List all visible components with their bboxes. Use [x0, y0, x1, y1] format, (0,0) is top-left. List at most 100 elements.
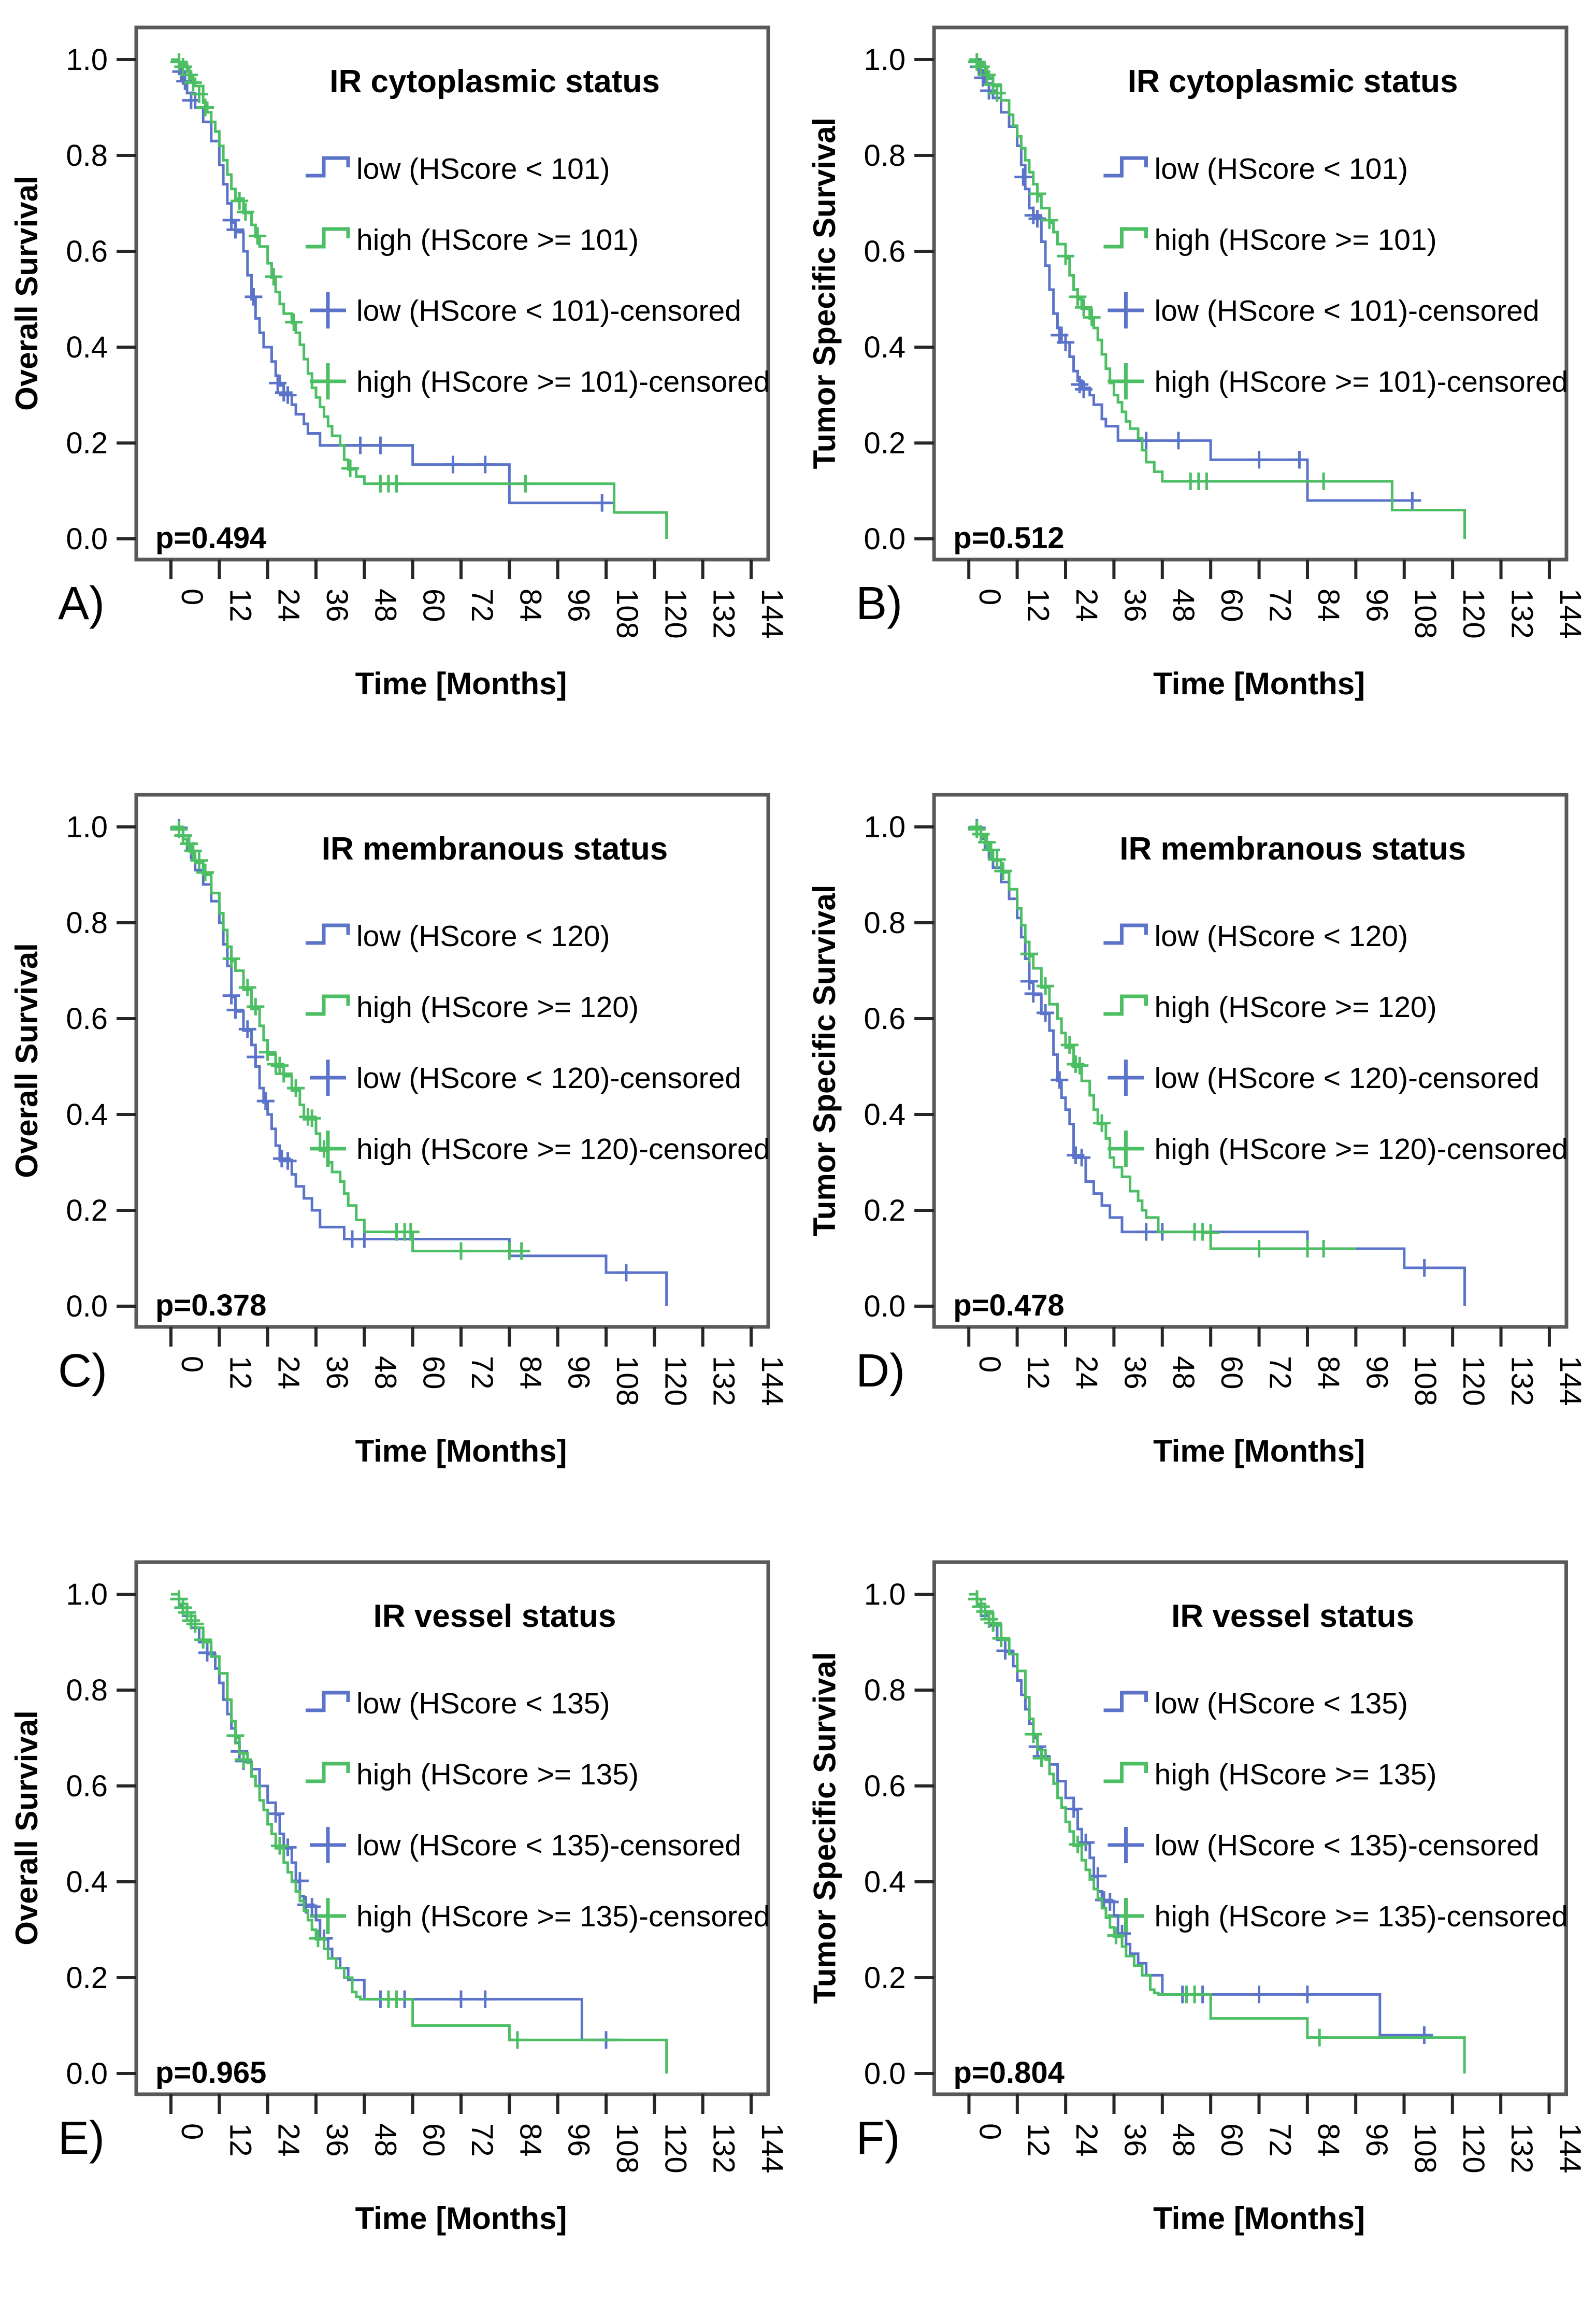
curves: [968, 819, 1466, 1306]
y-tick-label: 0.2: [864, 426, 905, 460]
p-value-label: p=0.804: [954, 2056, 1065, 2090]
y-tick-label: 1.0: [66, 810, 108, 844]
legend-step-icon: [1103, 156, 1148, 178]
x-axis-title: Time [Months]: [1153, 2201, 1365, 2236]
panel-letter: E): [58, 2112, 105, 2164]
legend-label: low (HScore < 120): [356, 920, 610, 953]
x-tick-label: 72: [1263, 1356, 1297, 1389]
x-tick-label: 144: [755, 589, 789, 639]
x-tick-label: 144: [1554, 589, 1587, 639]
legend: low (HScore < 120) high (HScore >= 120) lo…: [1103, 920, 1568, 1167]
y-tick-label: 0.0: [864, 1290, 905, 1323]
x-tick-label: 84: [513, 589, 547, 622]
x-tick-label: 24: [272, 2123, 306, 2157]
x-tick-label: 132: [1505, 589, 1539, 639]
legend-label: high (HScore >= 120): [1154, 991, 1436, 1024]
x-tick-label: 120: [1457, 1356, 1490, 1406]
panel-letter: B): [856, 578, 902, 630]
curves: [968, 1590, 1466, 2074]
x-axis-title: Time [Months]: [355, 1434, 567, 1468]
series-high-curve: [171, 58, 668, 539]
legend-label: high (HScore >= 101): [356, 223, 639, 256]
y-tick-label: 0.6: [66, 1769, 108, 1803]
curves: [170, 53, 668, 539]
y-tick-label: 0.2: [66, 426, 108, 460]
y-tick-label: 0.0: [864, 522, 905, 556]
x-tick-label: 48: [1167, 2123, 1200, 2157]
p-value-label: p=0.378: [155, 1289, 266, 1322]
legend-label: low (HScore < 135)-censored: [356, 1829, 741, 1862]
y-tick-label: 0.8: [66, 1674, 108, 1707]
x-tick-label: 72: [1263, 2123, 1297, 2157]
x-tick-label: 120: [658, 2123, 692, 2174]
plot-frame: [134, 1560, 770, 2096]
x-tick-label: 0: [973, 589, 1007, 605]
x-tick-label: 96: [562, 589, 596, 622]
y-axis: 1.0 0.8 0.6 0.4 0.2 0.0: [864, 43, 934, 556]
chart-title: IR cytoplasmic status: [329, 64, 659, 99]
x-tick-label: 72: [465, 2123, 499, 2157]
x-axis-title: Time [Months]: [1153, 666, 1365, 701]
legend-step-icon: [1103, 994, 1148, 1016]
x-axis: 0 12 24 36 48 60 72 84 96 108 120 132 144: [967, 560, 1587, 639]
y-tick-label: 0.0: [864, 2057, 906, 2091]
legend-step-icon: [306, 156, 350, 178]
series-high-censor-marks: [968, 53, 1333, 490]
legend: low (HScore < 135) high (HScore >= 135) lo…: [1103, 1687, 1568, 1934]
y-tick-label: 0.2: [864, 1194, 905, 1227]
legend-step-icon: [1103, 1762, 1148, 1783]
x-tick-label: 48: [1167, 589, 1200, 622]
legend-label: low (HScore < 101)-censored: [1154, 294, 1539, 327]
curves: [170, 1590, 668, 2074]
x-tick-label: 96: [562, 1356, 596, 1390]
series-high-censor-marks: [170, 820, 530, 1260]
curves: [170, 819, 668, 1306]
series-low-censor-marks: [170, 819, 635, 1282]
x-tick-label: 72: [465, 1356, 499, 1390]
y-axis-title: Tumor Specific Survival: [808, 1652, 842, 2004]
x-tick-label: 0: [175, 2123, 209, 2140]
x-tick-label: 144: [755, 2123, 789, 2174]
curves: [968, 53, 1466, 539]
legend-label: high (HScore >= 135)-censored: [356, 1900, 770, 1933]
x-tick-label: 36: [320, 589, 354, 622]
y-tick-label: 0.2: [66, 1194, 108, 1227]
legend-label: high (HScore >= 101)-censored: [1154, 365, 1568, 398]
x-tick-label: 48: [1167, 1356, 1200, 1389]
x-tick-label: 84: [513, 2123, 547, 2157]
plot-frame: [932, 793, 1569, 1329]
legend-step-icon: [1103, 1691, 1148, 1712]
km-chart-d: 1.0 0.8 0.6 0.4 0.2 0.0 0 12 24 36 48 60 72 84 96 108 12…: [807, 793, 1587, 1468]
legend: low (HScore < 101) high (HScore >= 101) lo…: [306, 152, 770, 399]
x-tick-label: 36: [1118, 589, 1152, 622]
x-tick-label: 72: [465, 589, 499, 622]
x-tick-label: 96: [1360, 589, 1393, 622]
x-tick-label: 24: [272, 1356, 306, 1390]
x-tick-label: 96: [1360, 1356, 1393, 1389]
y-tick-label: 1.0: [66, 1578, 108, 1611]
x-axis: 0 12 24 36 48 60 72 84 96 108 120 132 144: [169, 1327, 789, 1406]
x-axis: 0 12 24 36 48 60 72 84 96 108 120 132 144: [169, 2094, 789, 2174]
y-tick-label: 0.8: [66, 906, 108, 940]
panel-letter: D): [856, 1345, 905, 1397]
x-tick-label: 48: [368, 589, 402, 622]
y-tick-label: 0.4: [66, 331, 108, 364]
x-tick-label: 24: [1070, 1356, 1103, 1389]
legend-step-icon: [1103, 227, 1148, 249]
legend-label: high (HScore >= 101)-censored: [356, 365, 770, 398]
panel-b: 1.0 0.8 0.6 0.4 0.2 0.0 0 12 24 36 48 60 72 84 96 108 12…: [798, 0, 1596, 767]
y-tick-label: 0.0: [66, 1290, 108, 1323]
legend-label: low (HScore < 135): [1155, 1687, 1408, 1720]
panel-letter: F): [856, 2112, 900, 2164]
x-tick-label: 120: [1457, 589, 1490, 639]
legend-step-icon: [306, 227, 350, 249]
legend-step-icon: [306, 994, 350, 1016]
panel-a: 1.0 0.8 0.6 0.4 0.2 0.0 0 12 24 36 48 60 72 84 96 108 12…: [0, 0, 798, 767]
series-high-curve: [171, 1593, 668, 2074]
p-value-label: p=0.494: [155, 521, 266, 555]
x-tick-label: 48: [368, 1356, 402, 1390]
x-tick-label: 108: [610, 2123, 644, 2174]
y-tick-label: 0.6: [864, 235, 905, 268]
x-tick-label: 132: [1505, 1356, 1539, 1406]
